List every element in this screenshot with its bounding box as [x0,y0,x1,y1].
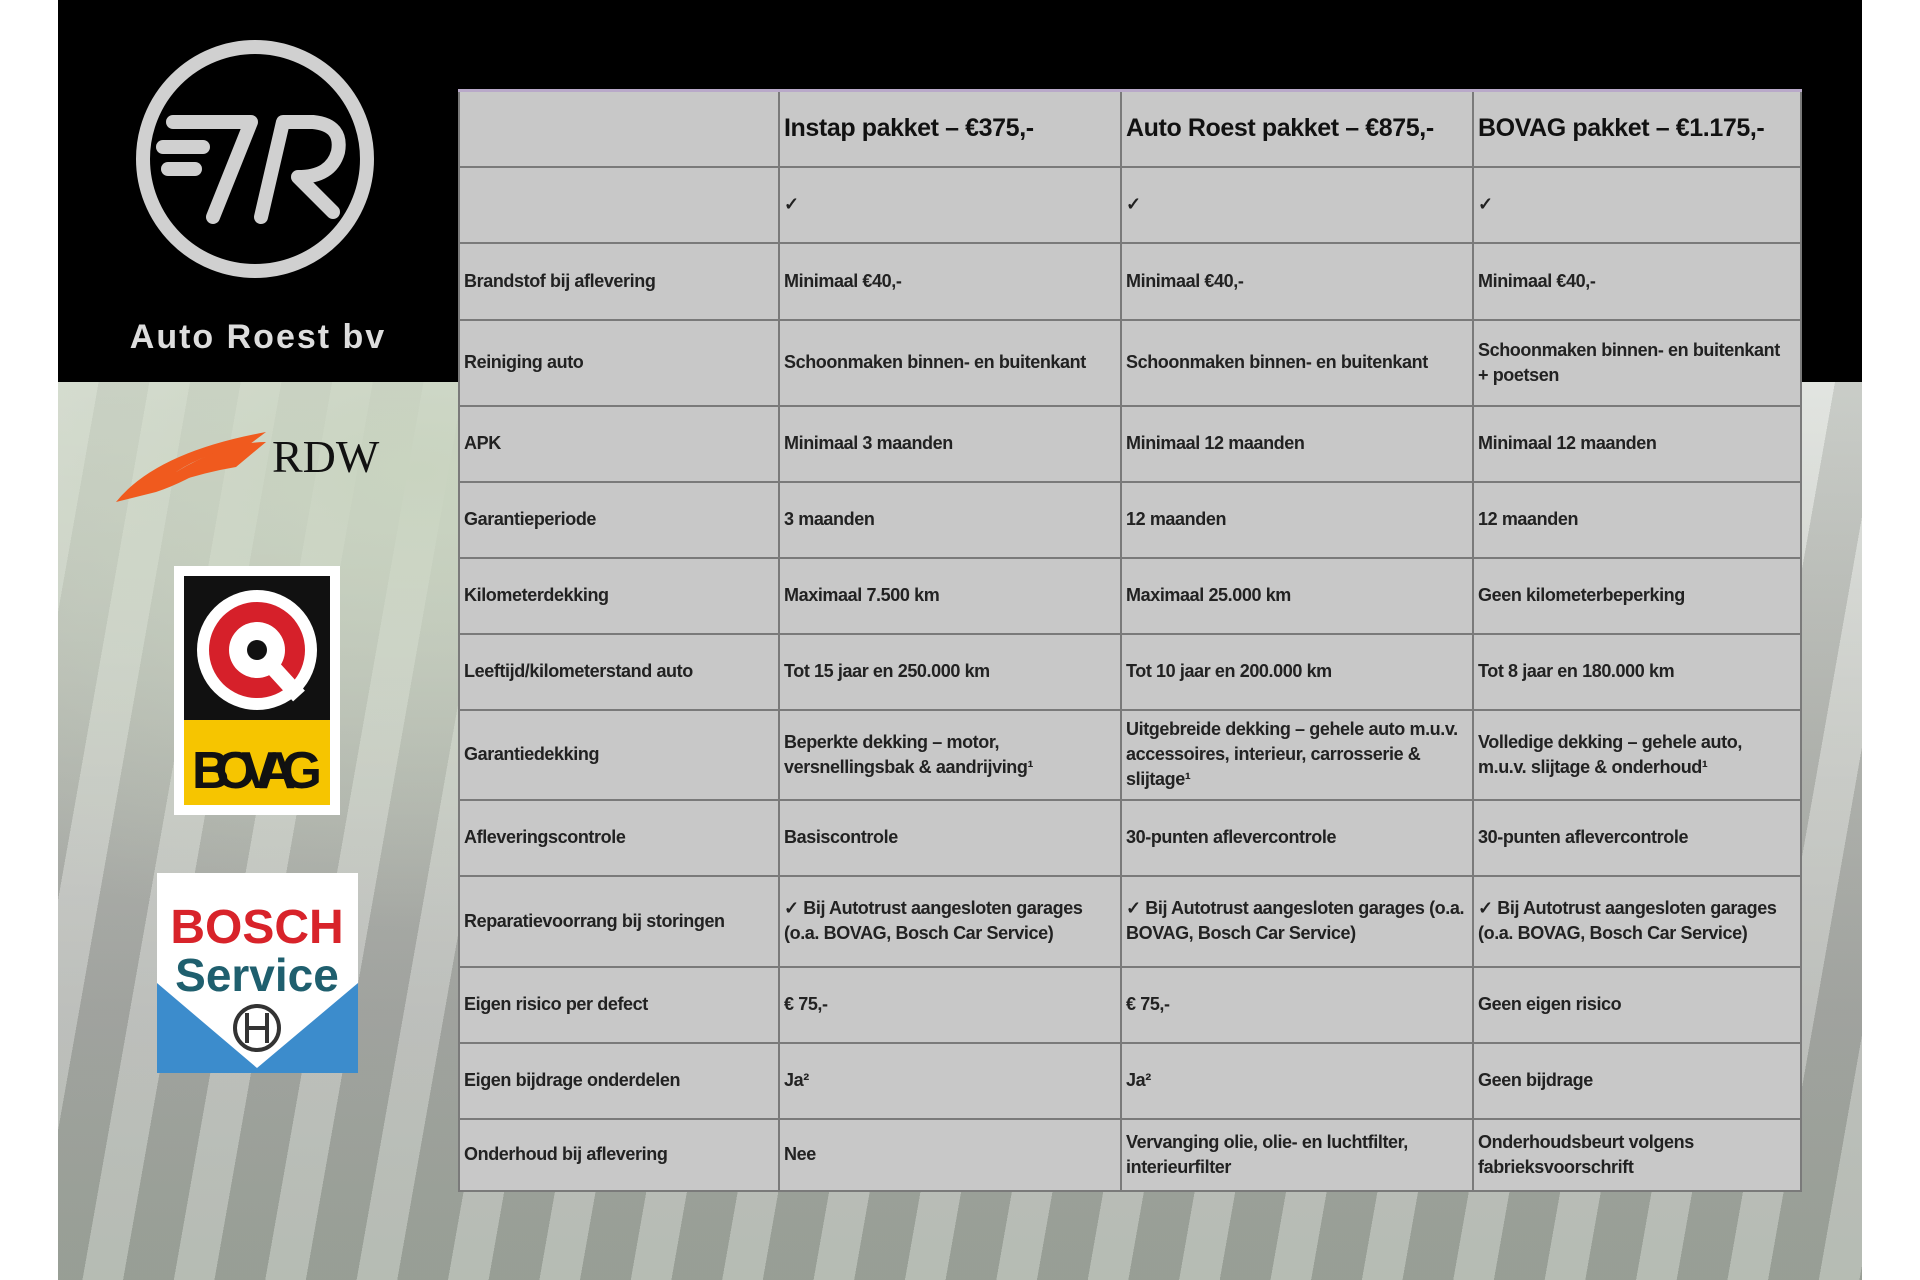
table-cell: Nee [778,1117,1122,1192]
table-cell: Uitgebreide dekking – gehele auto m.u.v.… [1120,708,1474,801]
bovag-label: BOVAG [192,742,322,800]
row-label [458,165,780,244]
row-label: Reparatievoorrang bij storingen [458,874,780,968]
table-cell: Maximaal 7.500 km [778,556,1122,635]
table-row: Brandstof bij aflevering Minimaal €40,- Mi… [458,241,1802,321]
table-row: Reiniging auto Schoonmaken binnen- en bui… [458,318,1802,407]
brand-name: Auto Roest bv [129,318,387,356]
table-cell: Schoonmaken binnen- en buitenkant [1120,318,1474,407]
column-header: BOVAG pakket – €1.175,- [1472,89,1802,168]
table-row: Onderhoud bij aflevering Nee Vervanging ol… [458,1117,1802,1192]
table-cell: Tot 10 jaar en 200.000 km [1120,632,1474,711]
row-label: Leeftijd/kilometerstand auto [458,632,780,711]
bosch-service-logo: BOSCH Service [157,873,358,1073]
table-cell: Ja² [1120,1041,1474,1120]
table-cell: Schoonmaken binnen- en buitenkant [778,318,1122,407]
row-label: Garantiedekking [458,708,780,801]
table-cell: Onderhoudsbeurt volgens fabrieksvoorschr… [1472,1117,1802,1192]
table-cell: Minimaal €40,- [1120,241,1474,321]
svg-text:BOSCH: BOSCH [170,901,343,954]
table-row: Eigen bijdrage onderdelen Ja² Ja² Geen bijd… [458,1041,1802,1120]
table-cell: 12 maanden [1472,480,1802,559]
table-row: APK Minimaal 3 maanden Minimaal 12 maanden… [458,404,1802,483]
column-header: Auto Roest pakket – €875,- [1120,89,1474,168]
table-cell: Schoonmaken binnen- en buitenkant + poet… [1472,318,1802,407]
table-cell: ✓ [778,165,1122,244]
table-row: Leeftijd/kilometerstand auto Tot 15 jaar … [458,632,1802,711]
row-label: Onderhoud bij aflevering [458,1117,780,1192]
table-cell: ✓ [1472,165,1802,244]
table-cell: Tot 15 jaar en 250.000 km [778,632,1122,711]
table-cell: Maximaal 25.000 km [1120,556,1474,635]
table-cell: Minimaal 12 maanden [1120,404,1474,483]
table-cell: Basiscontrole [778,798,1122,877]
table-row: Eigen risico per defect € 75,- € 75,- Geen … [458,965,1802,1044]
table-cell: Minimaal 3 maanden [778,404,1122,483]
table-cell: Geen eigen risico [1472,965,1802,1044]
table-cell: Minimaal €40,- [1472,241,1802,321]
table-cell: Tot 8 jaar en 180.000 km [1472,632,1802,711]
table-cell: Geen kilometerbeperking [1472,556,1802,635]
brand-logo [136,40,374,278]
package-comparison-table: Instap pakket – €375,- Auto Roest pakket … [458,89,1802,1192]
row-label: Afleveringscontrole [458,798,780,877]
row-label: Kilometerdekking [458,556,780,635]
table-cell: Volledige dekking – gehele auto, m.u.v. … [1472,708,1802,801]
row-label: Reiniging auto [458,318,780,407]
table-row: Reparatievoorrang bij storingen ✓ Bij Aut… [458,874,1802,968]
table-cell: 30-punten aflevercontrole [1472,798,1802,877]
table-cell: € 75,- [1120,965,1474,1044]
row-label: Garantieperiode [458,480,780,559]
table-cell: 30-punten aflevercontrole [1120,798,1474,877]
row-label: Brandstof bij aflevering [458,241,780,321]
table-cell: 3 maanden [778,480,1122,559]
table-cell: Minimaal 12 maanden [1472,404,1802,483]
row-label: Eigen bijdrage onderdelen [458,1041,780,1120]
rdw-logo [116,432,266,502]
rdw-label: RDW [272,431,380,482]
table-cell: Geen bijdrage [1472,1041,1802,1120]
table-cell: ✓ Bij Autotrust aangesloten garages (o.a… [1472,874,1802,968]
row-label: Eigen risico per defect [458,965,780,1044]
table-row: Garantieperiode 3 maanden 12 maanden 12 maa… [458,480,1802,559]
table-cell: ✓ Bij Autotrust aangesloten garages (o.a… [778,874,1122,968]
table-header-row: Instap pakket – €375,- Auto Roest pakket … [458,89,1802,168]
table-cell: ✓ [1120,165,1474,244]
table-cell: Ja² [778,1041,1122,1120]
row-label: APK [458,404,780,483]
table-cell: € 75,- [778,965,1122,1044]
table-cell: ✓ Bij Autotrust aangesloten garages (o.a… [1120,874,1474,968]
table-row: ✓ ✓ ✓ [458,165,1802,244]
table-cell: Vervanging olie, olie- en luchtfilter, i… [1120,1117,1474,1192]
svg-text:Service: Service [175,949,339,1001]
column-header: Instap pakket – €375,- [778,89,1122,168]
table-cell: 12 maanden [1120,480,1474,559]
table-row: Afleveringscontrole Basiscontrole 30-punte… [458,798,1802,877]
table-row: Garantiedekking Beperkte dekking – motor,… [458,708,1802,801]
table-cell: Beperkte dekking – motor, versnellingsba… [778,708,1122,801]
table-cell: Minimaal €40,- [778,241,1122,321]
table-row: Kilometerdekking Maximaal 7.500 km Maximaa… [458,556,1802,635]
bovag-logo: BOVAG [174,566,340,815]
column-header [458,89,780,168]
